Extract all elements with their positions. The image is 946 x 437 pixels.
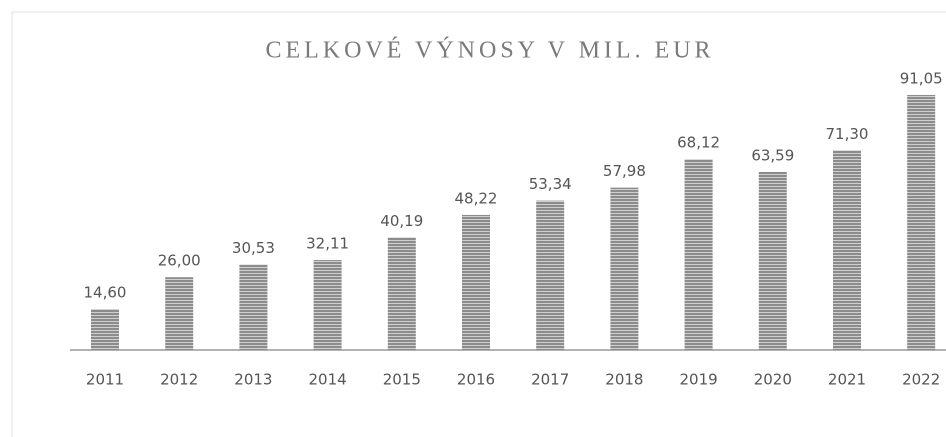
value-label: 68,12 (677, 134, 720, 152)
bar (610, 187, 639, 350)
bar (536, 200, 565, 350)
value-label: 71,30 (826, 125, 869, 143)
x-tick-label: 2015 (383, 371, 421, 389)
frame (11, 11, 946, 437)
value-label: 14,60 (84, 284, 127, 302)
bar (239, 264, 268, 350)
x-tick-label: 2022 (902, 371, 940, 389)
x-tick-label: 2017 (531, 371, 569, 389)
x-tick-label: 2012 (160, 371, 198, 389)
bar (91, 309, 119, 350)
chart-title: CELKOVÉ VÝNOSY V MIL. EUR (265, 38, 714, 64)
bar (907, 95, 936, 350)
x-tick-label: 2014 (309, 371, 347, 389)
x-tick-label: 2018 (605, 371, 643, 389)
x-tick-label: 2021 (828, 371, 866, 389)
value-label: 40,19 (380, 212, 423, 230)
bar (462, 214, 490, 350)
bar (165, 277, 194, 350)
bar (684, 159, 713, 350)
x-tick-label: 2013 (234, 371, 272, 389)
value-label: 91,05 (900, 70, 943, 88)
bar (833, 150, 861, 350)
value-label: 32,11 (306, 235, 349, 253)
x-tick-label: 2020 (754, 371, 792, 389)
x-tick-label: 2019 (680, 371, 718, 389)
bar (313, 260, 342, 350)
x-tick-label: 2016 (457, 371, 495, 389)
value-label: 63,59 (751, 146, 794, 164)
value-label: 30,53 (232, 239, 275, 257)
value-label: 53,34 (529, 175, 572, 193)
bar (758, 171, 787, 350)
bar (387, 237, 416, 350)
value-label: 57,98 (603, 162, 646, 180)
x-tick-label: 2011 (86, 371, 124, 389)
value-label: 48,22 (455, 189, 498, 207)
value-label: 26,00 (158, 252, 201, 270)
